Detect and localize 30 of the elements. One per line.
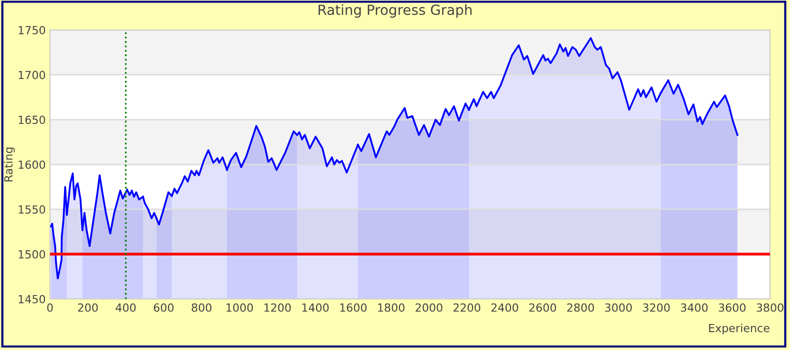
x-tick-label: 200 — [78, 303, 98, 312]
y-tick-label: 1700 — [18, 70, 46, 80]
x-tick-label: 3800 — [756, 303, 784, 312]
y-tick-label: 1750 — [18, 26, 46, 34]
x-tick-label: 800 — [192, 303, 212, 312]
y-axis-title: Rating — [4, 148, 15, 182]
x-tick-label: 3600 — [718, 303, 746, 312]
y-tick-label: 1450 — [18, 294, 46, 304]
x-tick-label: 600 — [154, 303, 174, 312]
x-tick-label: 1600 — [340, 303, 367, 312]
y-tick-label: 1650 — [18, 116, 46, 124]
x-tick-label: 3400 — [680, 303, 708, 312]
x-tick-label: 400 — [116, 303, 136, 312]
chart-title: Rating Progress Graph — [318, 4, 472, 18]
x-tick-label: 2000 — [416, 303, 442, 312]
x-tick-label: 2400 — [491, 303, 518, 312]
x-tick-label: 1800 — [378, 303, 404, 312]
x-tick-label: 0 — [47, 303, 53, 312]
x-tick-label: 1200 — [264, 303, 291, 312]
x-tick-label: 1000 — [226, 303, 253, 312]
x-tick-label: 2600 — [529, 303, 556, 312]
x-tick-label: 2800 — [567, 303, 594, 312]
x-tick-label: 3200 — [643, 303, 670, 312]
y-tick-label: 1500 — [18, 250, 46, 259]
x-tick-label: 1400 — [302, 303, 329, 312]
x-tick-label: 3000 — [605, 303, 632, 312]
y-tick-label: 1550 — [18, 205, 46, 214]
y-tick-label: 1600 — [18, 160, 46, 169]
x-tick-label: 2200 — [454, 303, 480, 312]
x-axis-title: Experience — [709, 324, 770, 334]
